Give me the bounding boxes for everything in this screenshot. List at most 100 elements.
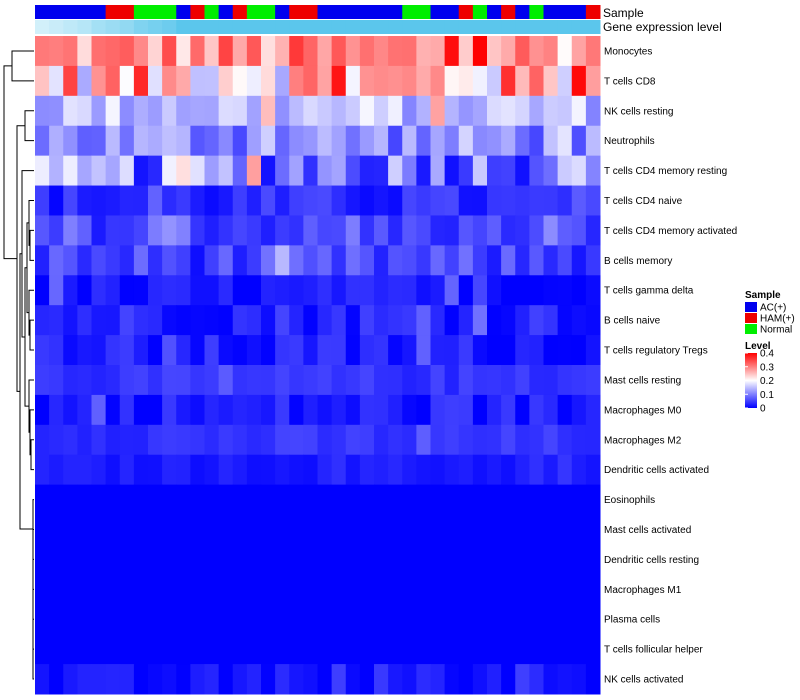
heatmap-cell [430, 424, 446, 456]
row-labels: Monocytes T cells CD8 NK cells resting Neut… [604, 46, 737, 685]
heatmap-cell [359, 574, 375, 605]
heatmap-cell [345, 634, 361, 665]
heatmap-cell [232, 604, 248, 635]
level-track-cell [359, 20, 375, 34]
heatmap-cell [35, 394, 50, 426]
row-dendrogram [3, 50, 34, 680]
heatmap-cell [204, 36, 220, 67]
heatmap-cell [49, 664, 64, 695]
heatmap-cell [472, 484, 488, 516]
heatmap-cell [472, 65, 488, 97]
heatmap-cell [133, 424, 149, 456]
heatmap-cell [204, 604, 220, 635]
heatmap-cell [571, 514, 587, 545]
heatmap-cell [162, 305, 177, 336]
heatmap-cell [472, 574, 488, 605]
heatmap-cell [374, 305, 389, 336]
heatmap-cell [374, 394, 389, 426]
heatmap-cell [148, 514, 163, 545]
heatmap-cell [317, 155, 333, 187]
heatmap-cell [331, 95, 347, 127]
heatmap-cell [218, 275, 234, 306]
heatmap-cell [63, 155, 78, 187]
heatmap-cell [261, 245, 276, 276]
heatmap-cell [543, 424, 559, 456]
heatmap-cell [416, 365, 431, 396]
heatmap-cell [458, 424, 474, 456]
heatmap-cell [35, 95, 50, 127]
heatmap-cell [430, 394, 446, 426]
heatmap-cell [289, 664, 304, 695]
heatmap-cell [585, 335, 601, 366]
heatmap-cell [63, 424, 78, 456]
heatmap-cell [444, 185, 460, 216]
heatmap-cell [317, 634, 333, 665]
heatmap-cell [501, 245, 516, 276]
heatmap-cell [359, 454, 375, 486]
heatmap-cell [119, 305, 135, 336]
level-track-cell [557, 20, 573, 34]
legend-swatch [745, 313, 757, 323]
heatmap-cell [35, 544, 50, 575]
heatmap-cell [529, 544, 544, 575]
heatmap-cell [416, 454, 431, 486]
heatmap-cell [133, 305, 149, 336]
heatmap-cell [246, 454, 262, 486]
heatmap-cell [232, 185, 248, 216]
heatmap-cell [416, 215, 431, 246]
heatmap-cell [63, 604, 78, 635]
heatmap-cell [63, 125, 78, 157]
heatmap-cell [91, 514, 107, 545]
heatmap-cell [77, 664, 92, 695]
level-track-cell [345, 20, 361, 34]
heatmap-cell [444, 305, 460, 336]
heatmap-cell [148, 335, 163, 366]
heatmap-cell [331, 155, 347, 187]
heatmap-cell [359, 125, 375, 157]
heatmap-cell [232, 155, 248, 187]
heatmap-cell [501, 454, 516, 486]
dendrogram-branch [29, 319, 34, 351]
heatmap-cell [176, 544, 191, 575]
heatmap-cell [557, 574, 573, 605]
heatmap-cell [585, 65, 601, 97]
heatmap-cell [430, 95, 446, 127]
heatmap-cell [388, 275, 403, 306]
heatmap-cell [472, 394, 488, 426]
heatmap-cell [543, 335, 559, 366]
heatmap-cell [444, 544, 460, 575]
row-label: Eosinophils [604, 495, 655, 506]
heatmap-cell [91, 394, 107, 426]
level-track-cell [416, 20, 431, 34]
heatmap-cell [91, 215, 107, 246]
heatmap-cell [275, 245, 290, 276]
level-track-cell [162, 20, 177, 34]
heatmap-cell [571, 365, 587, 396]
row-label: NK cells activated [604, 675, 683, 686]
heatmap-cell [529, 424, 544, 456]
heatmap-cell [119, 365, 135, 396]
heatmap-cell [275, 574, 290, 605]
heatmap-cell [571, 155, 587, 187]
dendrogram-branch [3, 65, 17, 260]
heatmap-cell [444, 664, 460, 695]
heatmap-cell [275, 185, 290, 216]
heatmap-cell [303, 185, 318, 216]
heatmap-cell [133, 95, 149, 127]
heatmap-cell [416, 65, 431, 97]
row-label: T cells CD4 naive [604, 196, 683, 207]
heatmap-cell [148, 65, 163, 97]
heatmap-cell [571, 275, 587, 306]
heatmap-cell [543, 394, 559, 426]
heatmap-cell [176, 514, 191, 545]
level-track-cell [317, 20, 333, 34]
heatmap-cell [571, 394, 587, 426]
heatmap-cell [529, 514, 544, 545]
heatmap-cell [331, 185, 347, 216]
heatmap-cell [515, 125, 530, 157]
heatmap-cell [501, 544, 516, 575]
heatmap-cell [585, 514, 601, 545]
heatmap-cell [402, 604, 417, 635]
heatmap-cell [487, 95, 502, 127]
heatmap-cell [515, 394, 530, 426]
